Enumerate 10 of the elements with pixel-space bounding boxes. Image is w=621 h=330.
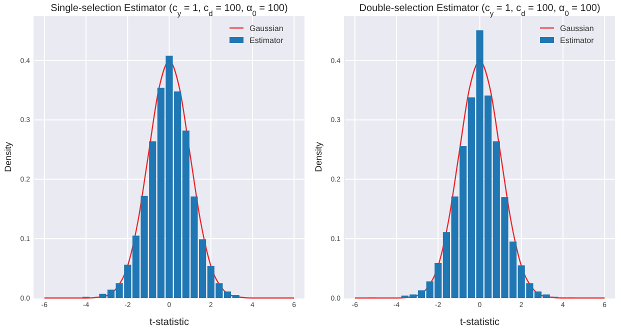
chart-title: Double-selection Estimator (c$_{y}$ = 1, c$_{d}$ = 100, α$_{0}$ = 100) [359, 3, 600, 18]
x-axis-title: t-statistic [150, 317, 189, 328]
x-axis-title: t-statistic [460, 317, 500, 328]
legend-label: Estimator [560, 36, 594, 45]
y-axis-title: Density [3, 142, 13, 172]
legend-label: Gaussian [560, 24, 594, 33]
y-axis-title: Density [314, 142, 324, 172]
legend-label: Estimator [250, 36, 284, 45]
legend-label: Gaussian [250, 24, 284, 33]
chart-title: Single-selection Estimator (c$_{y}$ = 1, c$_{d}$ = 100, α$_{0}$ = 100) [50, 3, 288, 18]
